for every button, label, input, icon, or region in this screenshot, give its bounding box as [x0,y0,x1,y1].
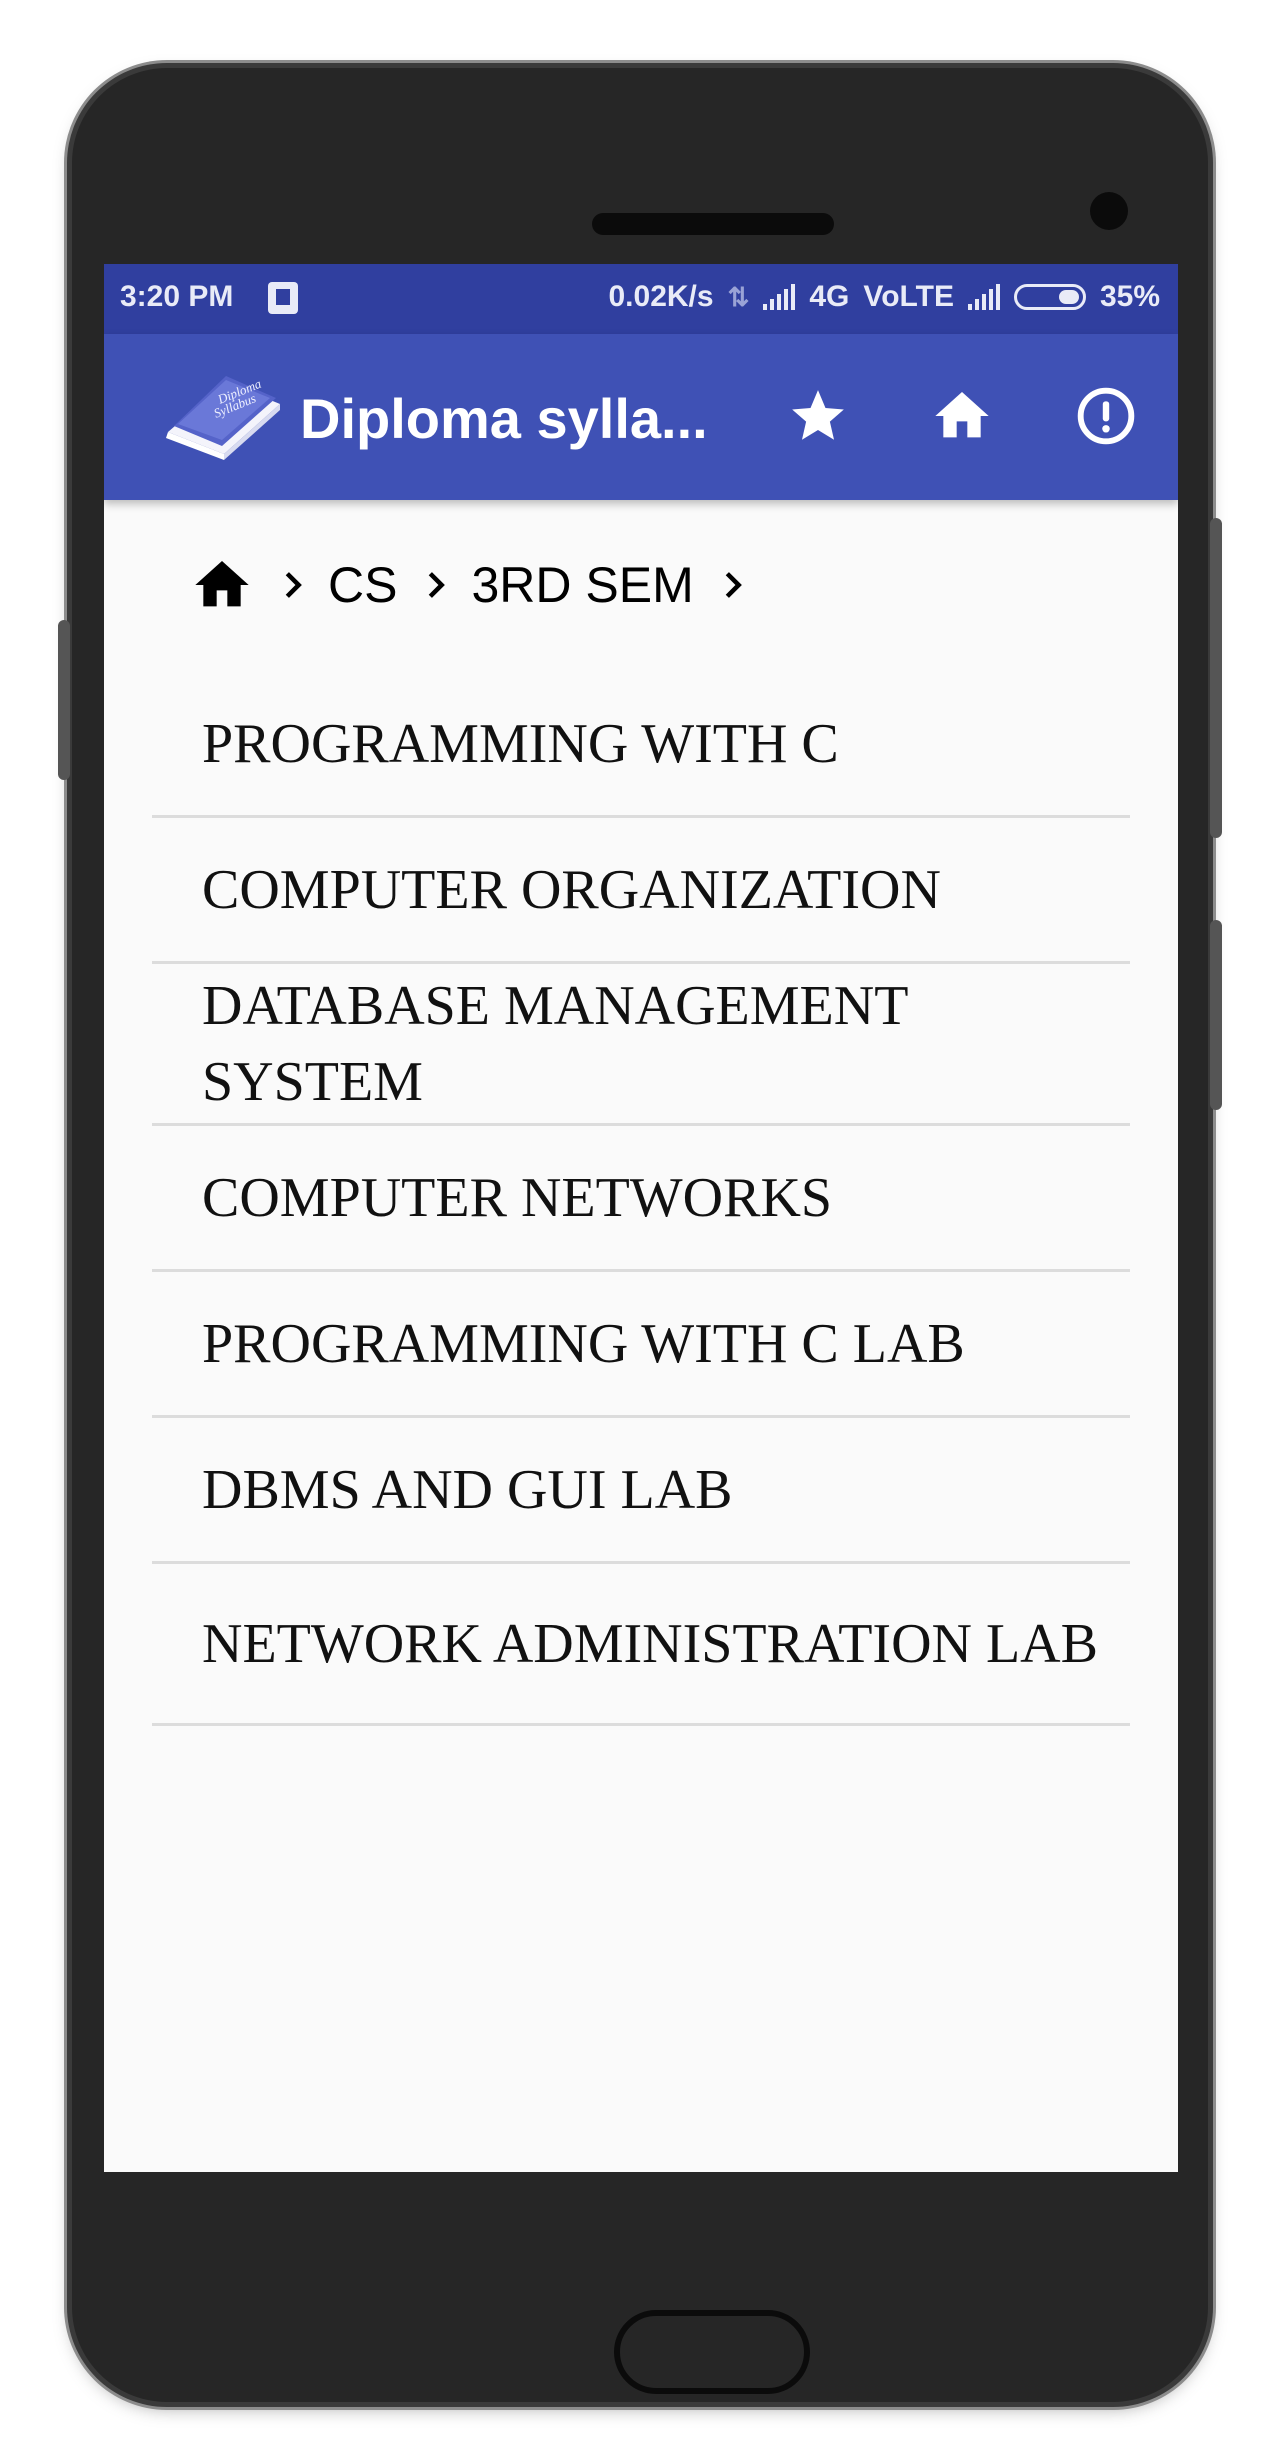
signal-icon [763,284,796,310]
network-speed: 0.02K/s [608,280,714,313]
notification-icon [268,282,298,314]
front-camera [1090,192,1128,230]
earpiece-speaker [592,213,834,235]
power-button [1210,518,1222,838]
list-item[interactable]: DATABASE MANAGEMENT SYSTEM [152,964,1130,1126]
chevron-right-icon [276,568,310,602]
hardware-home-button[interactable] [614,2310,810,2394]
battery-icon [1013,284,1086,310]
data-transfer-icon: ⇅ [727,281,750,312]
breadcrumb: CS 3RD SEM [190,550,768,620]
chevron-right-icon [419,568,453,602]
breadcrumb-semester[interactable]: 3RD SEM [471,557,694,613]
list-item[interactable]: PROGRAMMING WITH C LAB [152,1272,1130,1418]
status-bar: 3:20 PM 0.02K/s ⇅ 4G VoLTE 35% [104,264,1178,334]
list-item[interactable]: PROGRAMMING WITH C [152,672,1130,818]
list-item[interactable]: NETWORK ADMINISTRATION LAB [152,1564,1130,1726]
signal-icon-2 [967,284,1000,310]
book-logo-icon: Diploma Syllabus [166,376,280,460]
volte-label: VoLTE [863,280,954,313]
side-button [1210,920,1222,1110]
list-item[interactable]: COMPUTER NETWORKS [152,1126,1130,1272]
breadcrumb-cs[interactable]: CS [328,557,398,613]
breadcrumb-home-icon[interactable] [190,553,254,617]
star-icon[interactable] [782,380,854,452]
list-item[interactable]: DBMS AND GUI LAB [152,1418,1130,1564]
subject-list: PROGRAMMING WITH C COMPUTER ORGANIZATION… [152,672,1130,1726]
app-title: Diploma sylla... [300,387,708,450]
network-type: 4G [809,280,850,313]
app-bar: Diploma Syllabus Diploma sylla... [104,334,1178,500]
screen: 3:20 PM 0.02K/s ⇅ 4G VoLTE 35% Diploma S… [104,264,1178,2172]
volume-button [58,620,70,780]
chevron-right-icon [716,568,750,602]
battery-level: 35% [1099,280,1160,313]
home-icon[interactable] [926,380,998,452]
list-item[interactable]: COMPUTER ORGANIZATION [152,818,1130,964]
info-icon[interactable] [1070,380,1142,452]
status-time: 3:20 PM [120,280,234,313]
